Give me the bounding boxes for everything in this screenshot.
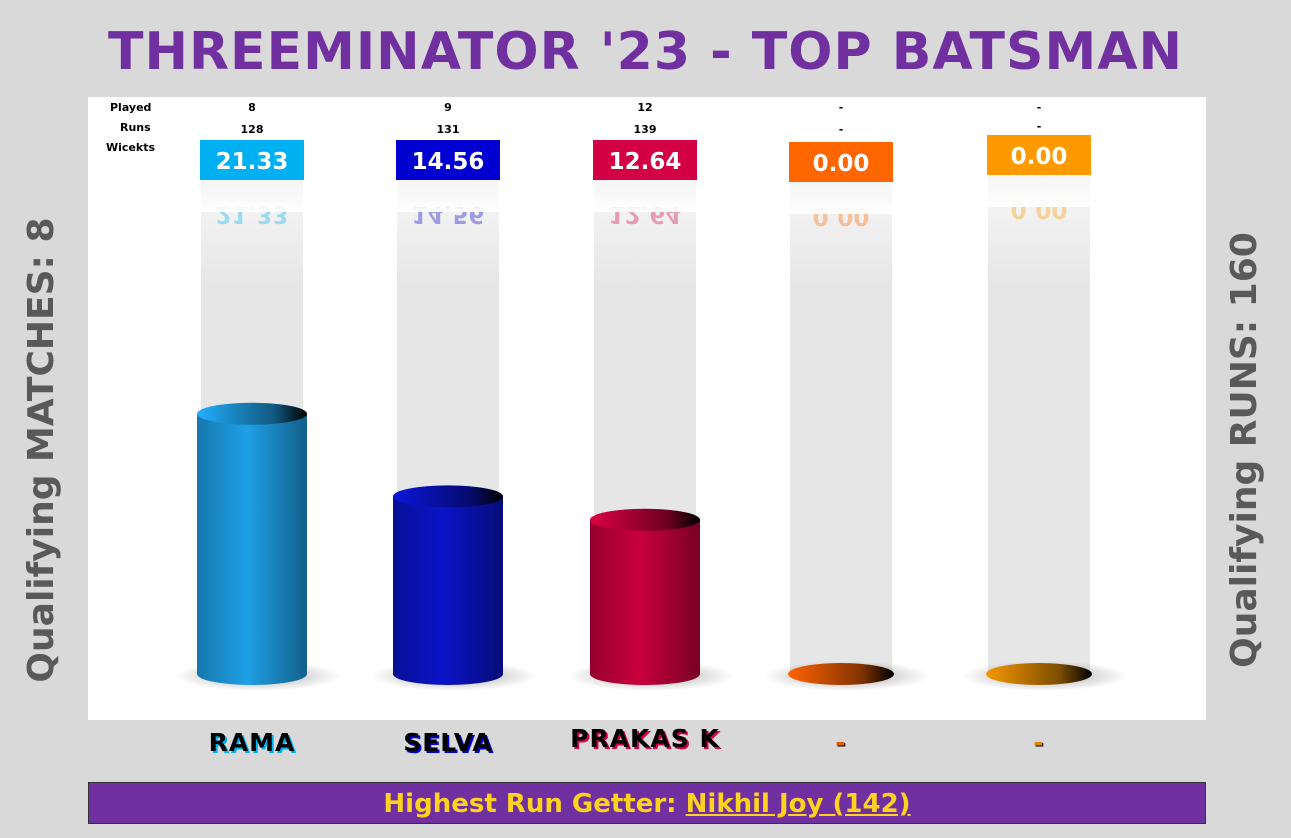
- bar-base-disc: [788, 663, 894, 685]
- bar-track: [790, 157, 892, 674]
- bar: [393, 496, 503, 685]
- runs-value: -: [1037, 120, 1042, 133]
- bar-chart: Played Runs Wicekts 812821.3321.33913114…: [106, 101, 1128, 691]
- value-badge: [200, 140, 304, 180]
- played-value: -: [1037, 101, 1042, 114]
- played-value: 8: [248, 101, 256, 114]
- value-badge: [789, 142, 893, 182]
- value-badge: [593, 140, 697, 180]
- reflection-fade: [786, 184, 896, 214]
- value-label: 0.00: [813, 151, 870, 177]
- runs-value: 139: [634, 123, 657, 136]
- category-label: -: [1033, 728, 1045, 757]
- value-label: 21.33: [216, 149, 289, 175]
- chart-title: THREEMINATOR '23 - TOP BATSMAN: [108, 22, 1183, 82]
- wickets-row-label: Wicekts: [106, 141, 155, 154]
- bar-track: [988, 157, 1090, 674]
- value-label: 14.56: [412, 149, 485, 175]
- bar-top: [590, 508, 700, 531]
- category-label: SELVA: [403, 728, 493, 757]
- played-value: 9: [444, 101, 452, 114]
- played-row-label: Played: [110, 101, 151, 114]
- value-label: 0.00: [1011, 144, 1068, 170]
- reflection-fade: [197, 182, 307, 212]
- bar-top: [197, 402, 307, 425]
- qualifying-runs-label: Qualifying RUNS: 160: [1224, 232, 1265, 668]
- bar-top: [393, 485, 503, 508]
- value-badge: [396, 140, 500, 180]
- category-label: PRAKAS K: [570, 724, 720, 753]
- chart-panel: Played Runs Wicekts 8 128 21.33 21.33 9 131 14…: [88, 97, 1206, 720]
- bar: [590, 519, 700, 685]
- runs-value: 131: [437, 123, 460, 136]
- played-value: 12: [637, 101, 652, 114]
- bar-base-disc: [986, 663, 1092, 685]
- highest-run-getter-banner: Highest Run Getter: Nikhil Joy (142): [88, 782, 1206, 824]
- runs-value: -: [839, 123, 844, 136]
- reflection-fade: [393, 182, 503, 212]
- reflection-fade: [590, 182, 700, 212]
- played-value: -: [839, 101, 844, 114]
- top-run-getter-name[interactable]: Nikhil Joy (142): [685, 789, 911, 819]
- category-label: -: [835, 728, 847, 757]
- bar: [197, 413, 307, 685]
- value-badge: [987, 135, 1091, 175]
- footer-prefix: Highest Run Getter:: [383, 789, 686, 819]
- category-label: RAMA: [208, 728, 296, 757]
- value-label: 12.64: [609, 149, 682, 175]
- reflection-fade: [984, 177, 1094, 207]
- qualifying-matches-label: Qualifying MATCHES: 8: [21, 217, 62, 683]
- runs-row-label: Runs: [120, 121, 151, 134]
- runs-value: 128: [241, 123, 264, 136]
